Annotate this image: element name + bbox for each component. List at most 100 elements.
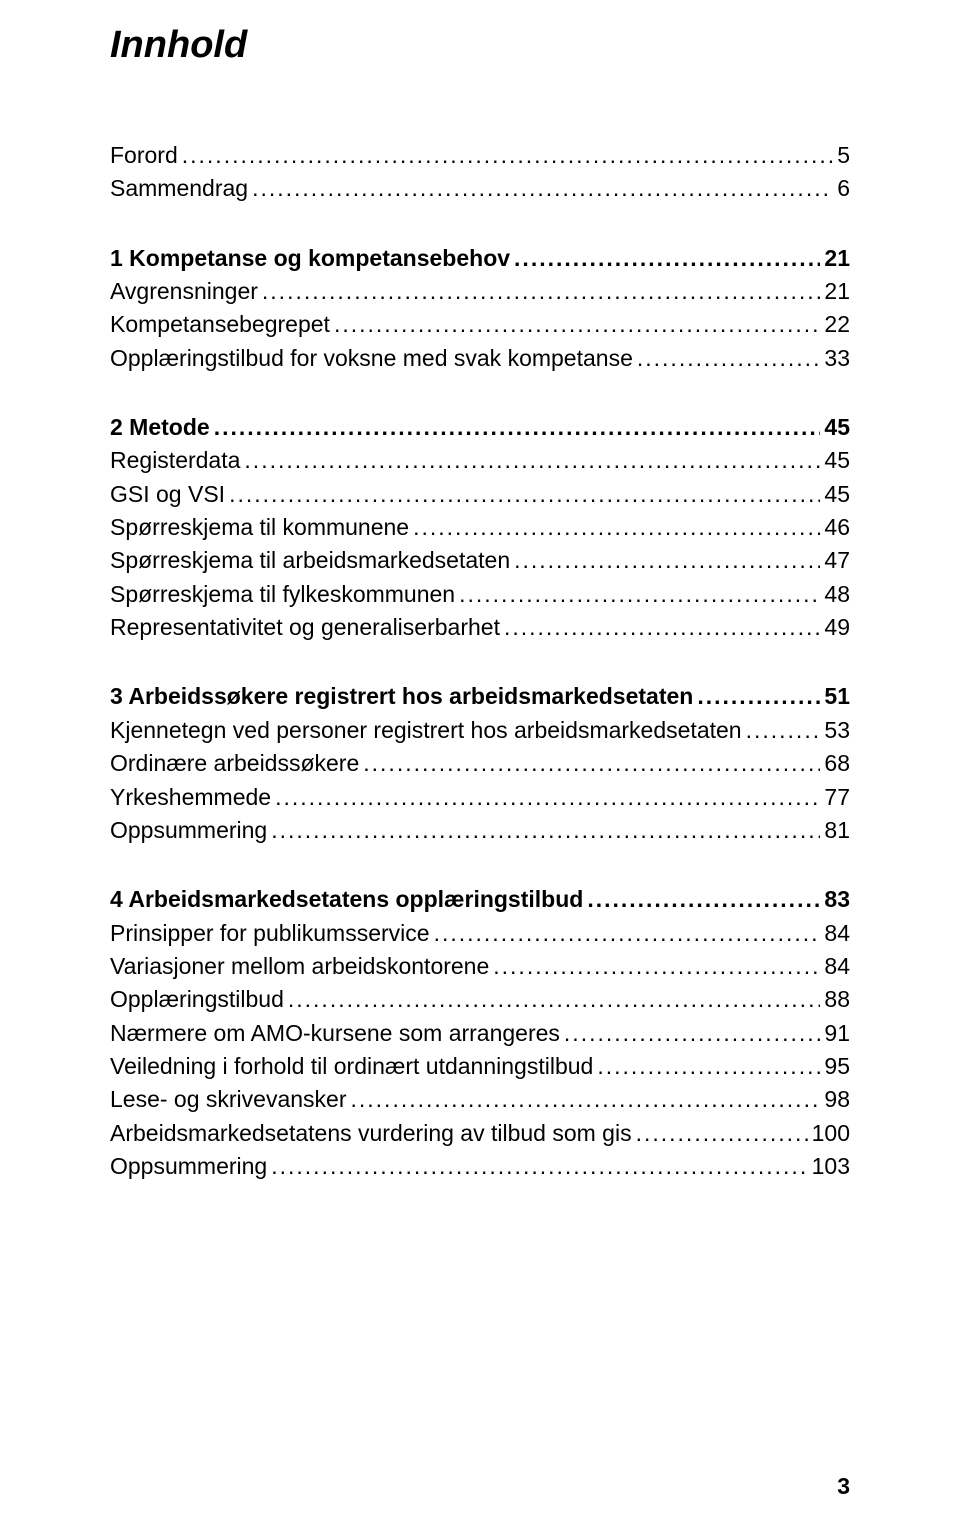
dot-leader: ........................................… xyxy=(459,578,820,611)
toc-entry: Kjennetegn ved personer registrert hos a… xyxy=(110,714,850,747)
toc-entry: Spørreskjema til fylkeskommunen.........… xyxy=(110,578,850,611)
toc-entry-label: Oppsummering xyxy=(110,1150,267,1183)
toc-entry: GSI og VSI..............................… xyxy=(110,478,850,511)
toc-entry-page: 45 xyxy=(824,478,850,511)
dot-leader: ........................................… xyxy=(597,1050,820,1083)
toc-entry: Variasjoner mellom arbeidskontorene.....… xyxy=(110,950,850,983)
dot-leader: ........................................… xyxy=(434,917,821,950)
dot-leader: ........................................… xyxy=(262,275,821,308)
toc-entry-page: 49 xyxy=(824,611,850,644)
dot-leader: ........................................… xyxy=(271,814,820,847)
toc-entry-label: 2 Metode xyxy=(110,411,210,444)
toc-entry: Representativitet og generaliserbarhet..… xyxy=(110,611,850,644)
toc-entry-page: 91 xyxy=(824,1017,850,1050)
toc-entry-label: Spørreskjema til fylkeskommunen xyxy=(110,578,455,611)
toc-entry-label: Veiledning i forhold til ordinært utdann… xyxy=(110,1050,593,1083)
dot-leader: ........................................… xyxy=(636,1117,808,1150)
toc-entry-page: 51 xyxy=(824,680,850,713)
toc-entry-page: 45 xyxy=(824,411,850,444)
toc-entry-page: 46 xyxy=(824,511,850,544)
toc-entry-label: 3 Arbeidssøkere registrert hos arbeidsma… xyxy=(110,680,693,713)
dot-leader: ........................................… xyxy=(275,781,820,814)
toc-entry: Forord..................................… xyxy=(110,139,850,172)
toc-entry-label: Sammendrag xyxy=(110,172,248,205)
toc-entry: Oppsummering............................… xyxy=(110,1150,850,1183)
toc-entry-page: 77 xyxy=(824,781,850,814)
toc-entry-page: 22 xyxy=(824,308,850,341)
dot-leader: ........................................… xyxy=(244,444,820,477)
toc-entry: Yrkeshemmede............................… xyxy=(110,781,850,814)
toc-entry-label: Representativitet og generaliserbarhet xyxy=(110,611,500,644)
toc-entry: 3 Arbeidssøkere registrert hos arbeidsma… xyxy=(110,680,850,713)
toc-entry-label: Avgrensninger xyxy=(110,275,258,308)
toc-entry-label: Variasjoner mellom arbeidskontorene xyxy=(110,950,489,983)
toc-entry-label: 1 Kompetanse og kompetansebehov xyxy=(110,242,510,275)
toc-entry: 1 Kompetanse og kompetansebehov.........… xyxy=(110,242,850,275)
toc-entry-page: 48 xyxy=(824,578,850,611)
page: Innhold Forord..........................… xyxy=(0,0,960,1540)
toc-entry-page: 88 xyxy=(824,983,850,1016)
toc-entry-page: 53 xyxy=(824,714,850,747)
toc-entry: 4 Arbeidsmarkedsetatens opplæringstilbud… xyxy=(110,883,850,916)
toc-entry-label: Spørreskjema til arbeidsmarkedsetaten xyxy=(110,544,510,577)
toc-entry: Veiledning i forhold til ordinært utdann… xyxy=(110,1050,850,1083)
dot-leader: ........................................… xyxy=(493,950,820,983)
dot-leader: ........................................… xyxy=(334,308,820,341)
toc-entry-label: GSI og VSI xyxy=(110,478,225,511)
toc-entry-page: 84 xyxy=(824,917,850,950)
toc-entry-page: 21 xyxy=(824,242,850,275)
toc-entry: Kompetansebegrepet......................… xyxy=(110,308,850,341)
toc-entry-page: 81 xyxy=(824,814,850,847)
toc-entry-page: 103 xyxy=(812,1150,850,1183)
toc-entry-page: 68 xyxy=(824,747,850,780)
toc-entry-label: Opplæringstilbud for voksne med svak kom… xyxy=(110,342,633,375)
toc-section: 2 Metode................................… xyxy=(110,411,850,644)
dot-leader: ........................................… xyxy=(252,172,833,205)
toc-entry-label: Kompetansebegrepet xyxy=(110,308,330,341)
toc-entry-label: Registerdata xyxy=(110,444,240,477)
dot-leader: ........................................… xyxy=(351,1083,821,1116)
toc-entry-page: 84 xyxy=(824,950,850,983)
toc-section: 4 Arbeidsmarkedsetatens opplæringstilbud… xyxy=(110,883,850,1183)
toc-entry-label: Yrkeshemmede xyxy=(110,781,271,814)
toc-entry-label: Ordinære arbeidssøkere xyxy=(110,747,359,780)
toc-entry: Nærmere om AMO-kursene som arrangeres...… xyxy=(110,1017,850,1050)
dot-leader: ........................................… xyxy=(587,883,820,916)
toc-entry: Registerdata............................… xyxy=(110,444,850,477)
page-title: Innhold xyxy=(110,24,850,67)
toc-entry-page: 95 xyxy=(824,1050,850,1083)
page-number: 3 xyxy=(837,1473,850,1500)
toc-entry: Spørreskjema til kommunene..............… xyxy=(110,511,850,544)
toc-entry-page: 98 xyxy=(824,1083,850,1116)
toc-entry: 2 Metode................................… xyxy=(110,411,850,444)
toc-section: 3 Arbeidssøkere registrert hos arbeidsma… xyxy=(110,680,850,847)
dot-leader: ........................................… xyxy=(271,1150,807,1183)
dot-leader: ........................................… xyxy=(182,139,833,172)
table-of-contents: Forord..................................… xyxy=(110,139,850,1183)
dot-leader: ........................................… xyxy=(214,411,821,444)
toc-entry: Ordinære arbeidssøkere..................… xyxy=(110,747,850,780)
dot-leader: ........................................… xyxy=(514,544,820,577)
dot-leader: ........................................… xyxy=(637,342,821,375)
dot-leader: ........................................… xyxy=(504,611,820,644)
toc-section: Forord..................................… xyxy=(110,139,850,206)
toc-entry-label: Arbeidsmarkedsetatens vurdering av tilbu… xyxy=(110,1117,632,1150)
toc-entry-page: 47 xyxy=(824,544,850,577)
toc-entry: Avgrensninger...........................… xyxy=(110,275,850,308)
toc-entry-label: Forord xyxy=(110,139,178,172)
toc-entry: Opplæringstilbud........................… xyxy=(110,983,850,1016)
toc-entry-label: Nærmere om AMO-kursene som arrangeres xyxy=(110,1017,560,1050)
dot-leader: ........................................… xyxy=(288,983,821,1016)
dot-leader: ........................................… xyxy=(514,242,820,275)
toc-entry: Prinsipper for publikumsservice.........… xyxy=(110,917,850,950)
dot-leader: ........................................… xyxy=(564,1017,820,1050)
toc-entry-page: 45 xyxy=(824,444,850,477)
toc-entry-label: Spørreskjema til kommunene xyxy=(110,511,409,544)
toc-entry-label: Kjennetegn ved personer registrert hos a… xyxy=(110,714,742,747)
dot-leader: ........................................… xyxy=(413,511,820,544)
toc-entry-page: 6 xyxy=(837,172,850,205)
toc-entry: Oppsummering............................… xyxy=(110,814,850,847)
toc-entry: Lese- og skrivevansker..................… xyxy=(110,1083,850,1116)
toc-entry-label: Prinsipper for publikumsservice xyxy=(110,917,430,950)
dot-leader: ........................................… xyxy=(746,714,821,747)
